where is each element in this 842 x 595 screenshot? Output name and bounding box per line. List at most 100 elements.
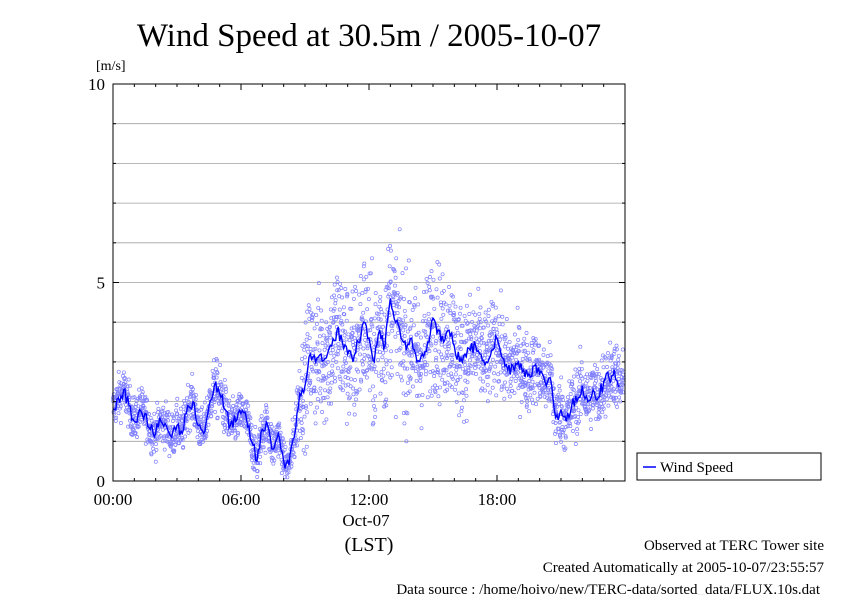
scatter-point (340, 295, 345, 300)
scatter-point (474, 352, 479, 357)
scatter-point (473, 362, 478, 367)
scatter-point (229, 431, 234, 436)
scatter-point (428, 370, 433, 375)
scatter-point (593, 385, 598, 390)
scatter-point (314, 322, 319, 326)
scatter-point (132, 395, 137, 400)
scatter-point (543, 404, 548, 409)
scatter-point (480, 331, 485, 336)
scatter-point (461, 391, 466, 395)
scatter-point (377, 342, 382, 347)
scatter-point (233, 409, 237, 414)
scatter-point (360, 291, 365, 295)
scatter-point (619, 390, 624, 395)
scatter-point (315, 341, 320, 346)
scatter-point (313, 346, 318, 351)
scatter-point (476, 364, 481, 369)
scatter-point (526, 350, 531, 355)
scatter-point (351, 325, 356, 330)
scatter-point (352, 378, 357, 382)
scatter-point (486, 323, 491, 328)
scatter-point (515, 370, 520, 375)
scatter-point (605, 365, 609, 369)
scatter-point (595, 387, 600, 392)
scatter-point (112, 411, 116, 416)
scatter-point (551, 420, 556, 425)
scatter-point (610, 367, 615, 372)
scatter-point (517, 349, 521, 354)
scatter-point (386, 294, 391, 299)
scatter-point (361, 277, 366, 282)
scatter-point (284, 466, 289, 471)
scatter-point (241, 401, 246, 406)
scatter-point (172, 416, 177, 420)
scatter-point (363, 289, 368, 294)
scatter-point (401, 359, 406, 364)
scatter-point (289, 461, 294, 466)
scatter-point (160, 409, 165, 414)
scatter-point (434, 339, 439, 343)
scatter-point (201, 439, 205, 444)
scatter-point (563, 446, 568, 451)
scatter-point (439, 342, 444, 347)
scatter-point (116, 411, 121, 416)
scatter-point (431, 334, 436, 339)
scatter-point (198, 442, 203, 447)
scatter-point (609, 384, 614, 389)
scatter-point (262, 431, 267, 436)
scatter-point (324, 320, 329, 325)
scatter-point (444, 350, 449, 355)
scatter-point (576, 385, 581, 390)
scatter-point (371, 366, 376, 371)
scatter-point (434, 287, 439, 292)
scatter-point (173, 435, 178, 439)
scatter-point (480, 386, 485, 391)
scatter-point (468, 332, 473, 337)
scatter-point (348, 384, 353, 389)
scatter-point (330, 363, 335, 368)
scatter-point (567, 421, 572, 426)
scatter-point (204, 434, 209, 439)
scatter-point (523, 383, 528, 388)
scatter-point (318, 386, 323, 391)
scatter-point (119, 381, 124, 386)
scatter-point (419, 371, 424, 376)
scatter-point (369, 367, 374, 372)
scatter-point (309, 365, 314, 369)
scatter-point (369, 322, 374, 327)
scatter-point (500, 322, 505, 327)
scatter-point (425, 395, 430, 400)
scatter-point (587, 407, 592, 412)
scatter-point (477, 316, 482, 321)
scatter-point (425, 280, 430, 285)
scatter-point (456, 317, 461, 322)
scatter-point (315, 340, 320, 345)
scatter-point (167, 454, 172, 459)
scatter-point (357, 328, 361, 333)
scatter-point (595, 400, 599, 405)
scatter-point (560, 425, 565, 430)
scatter-point (305, 332, 310, 337)
scatter-point (484, 375, 489, 379)
scatter-point (485, 382, 490, 387)
scatter-point (209, 414, 214, 418)
scatter-point (337, 314, 342, 319)
scatter-point (381, 366, 386, 371)
scatter-point (475, 359, 480, 364)
scatter-point (519, 399, 524, 404)
scatter-point (118, 421, 123, 425)
scatter-point (373, 291, 378, 296)
scatter-point (523, 391, 528, 396)
scatter-point (450, 360, 455, 364)
scatter-point (342, 312, 347, 317)
scatter-point (122, 370, 126, 375)
scatter-point (233, 428, 238, 433)
scatter-point (476, 320, 481, 325)
scatter-point (427, 284, 432, 289)
scatter-point (445, 387, 450, 392)
scatter-point (180, 436, 184, 441)
scatter-point (534, 402, 539, 407)
scatter-point (573, 367, 578, 372)
x-tick-label: 12:00 (350, 490, 389, 509)
scatter-point (435, 260, 440, 265)
